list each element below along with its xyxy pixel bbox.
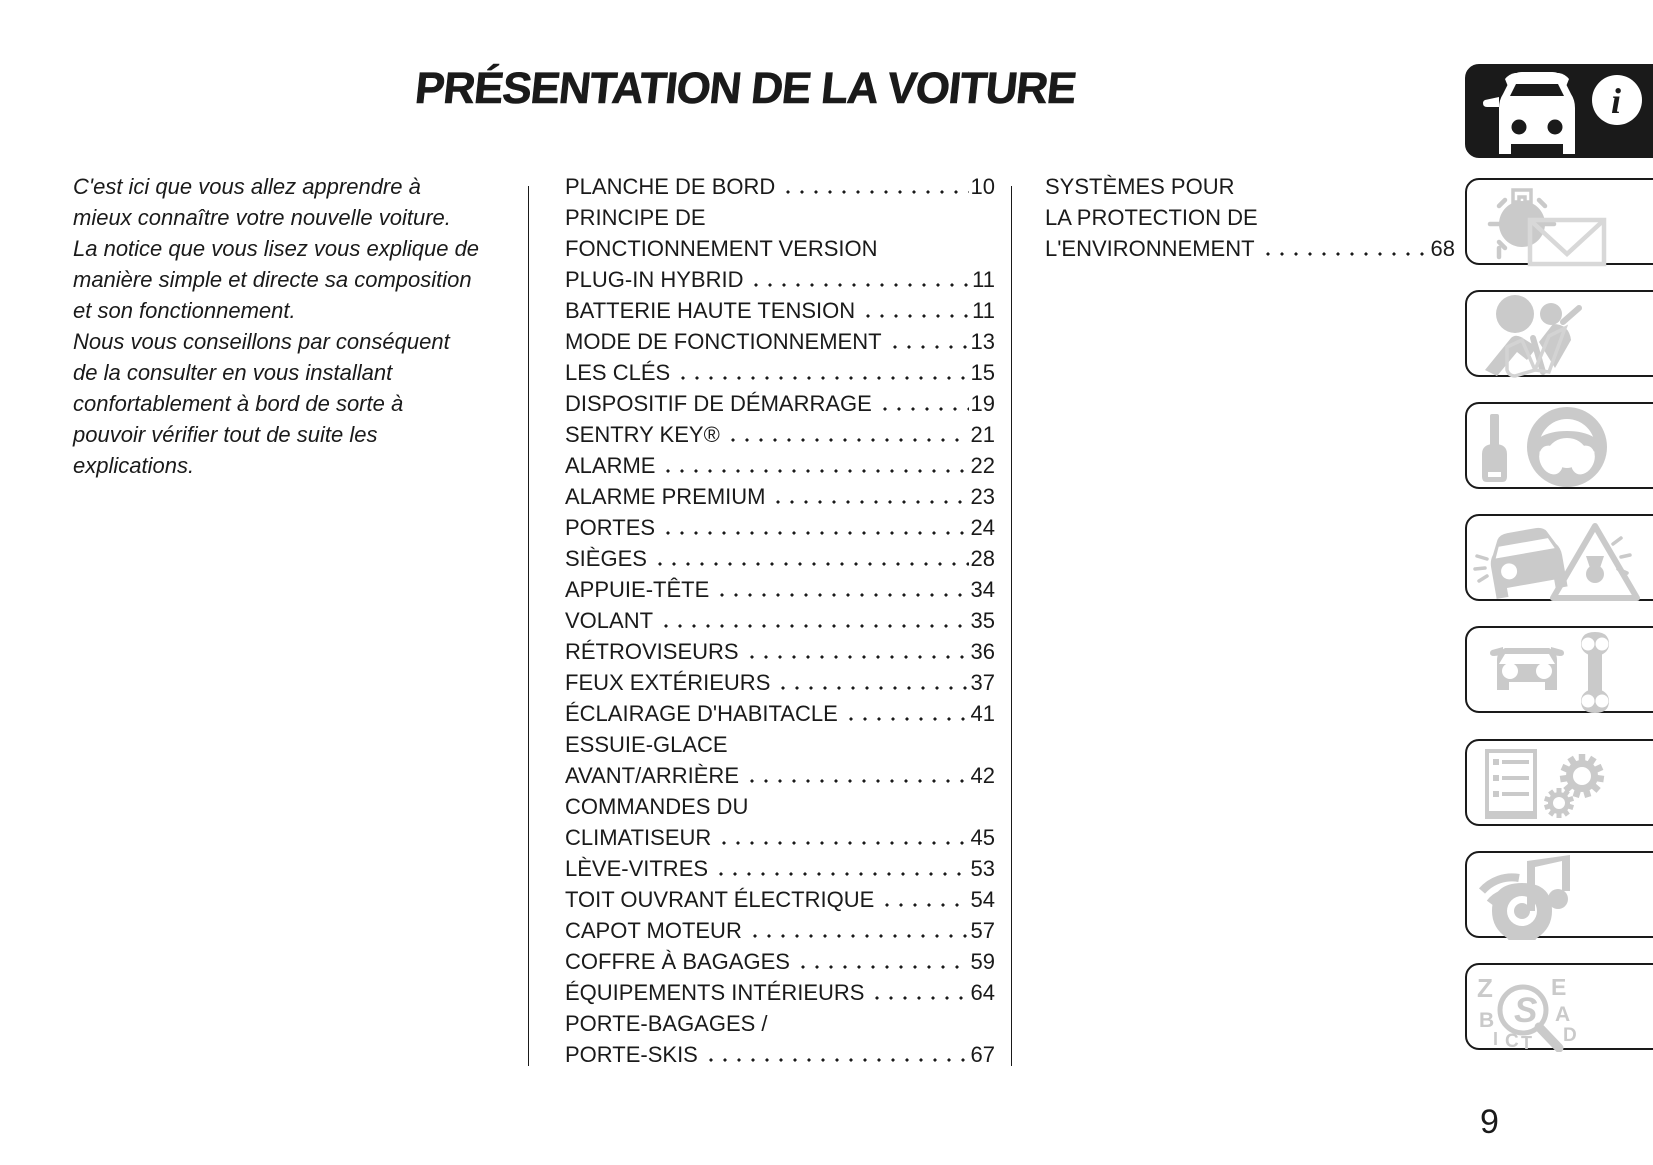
- svg-text:D: D: [1563, 1025, 1577, 1046]
- svg-text:I: I: [1493, 1029, 1498, 1049]
- svg-text:A: A: [1555, 1003, 1570, 1026]
- svg-text:Z: Z: [1477, 973, 1493, 1003]
- svg-text:E: E: [1551, 974, 1566, 1000]
- svg-text:i: i: [1611, 81, 1621, 121]
- svg-text:S: S: [1514, 991, 1537, 1030]
- svg-text:T: T: [1521, 1033, 1532, 1052]
- svg-text:B: B: [1479, 1009, 1494, 1032]
